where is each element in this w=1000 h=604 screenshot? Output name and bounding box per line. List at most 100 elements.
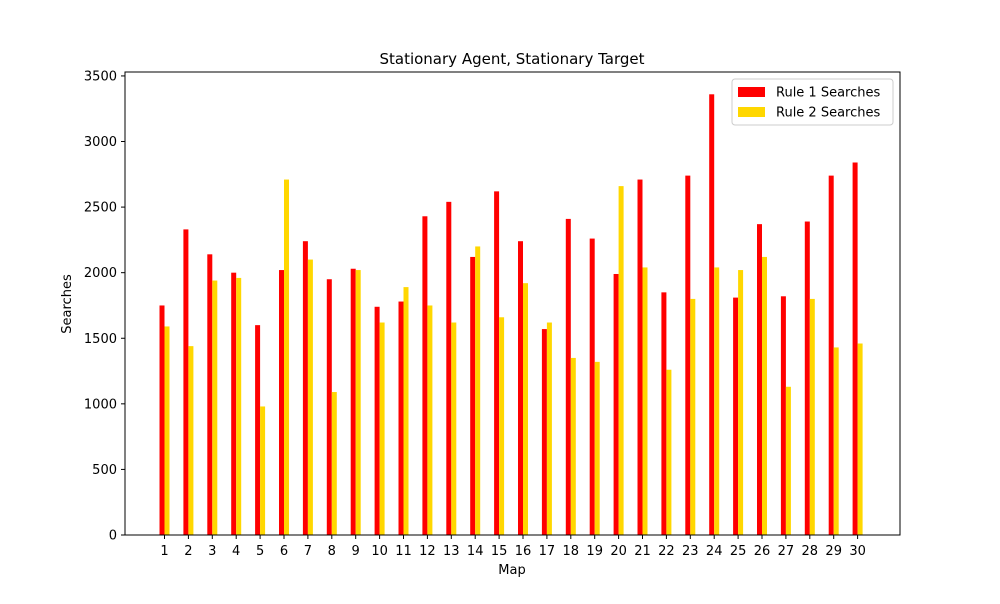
bar-series1-map-2 — [183, 229, 189, 535]
y-tick-label: 0 — [109, 529, 117, 544]
bar-series2-map-8 — [331, 392, 337, 535]
bar-series2-map-14 — [475, 246, 481, 535]
bar-series1-map-27 — [780, 296, 786, 535]
bar-series2-map-7 — [307, 259, 313, 535]
bar-series2-map-10 — [379, 322, 385, 535]
bar-series1-map-29 — [828, 175, 834, 536]
bar-series1-map-15 — [494, 191, 500, 535]
bar-series1-map-14 — [470, 256, 476, 535]
x-tick-label: 11 — [395, 544, 412, 559]
bar-series1-map-23 — [685, 175, 691, 536]
y-axis-label: Searches — [60, 274, 75, 334]
x-tick-label: 16 — [515, 544, 532, 559]
bar-series2-map-11 — [403, 287, 409, 535]
bar-series2-map-1 — [164, 326, 170, 535]
bar-series2-map-22 — [666, 369, 672, 535]
x-tick-label: 13 — [443, 544, 460, 559]
bar-series1-map-25 — [733, 297, 739, 535]
bar-series2-map-28 — [809, 298, 815, 535]
x-tick-label: 7 — [304, 544, 312, 559]
bar-series2-map-26 — [762, 256, 767, 535]
bar-series1-map-5 — [255, 325, 261, 535]
plot-frame — [124, 71, 901, 536]
bar-series2-map-29 — [833, 347, 839, 535]
bar-series1-map-8 — [326, 279, 332, 535]
bar-series1-map-9 — [350, 268, 356, 535]
x-tick-label: 9 — [352, 544, 360, 559]
y-tick-label: 1500 — [84, 332, 117, 347]
bar-series1-map-22 — [661, 292, 667, 535]
bar-series2-map-2 — [188, 346, 194, 535]
x-tick-label: 3 — [208, 544, 216, 559]
x-tick-label: 12 — [419, 544, 436, 559]
legend-box — [731, 78, 894, 126]
bar-series2-map-25 — [738, 270, 744, 535]
x-axis-label: Map — [498, 563, 525, 578]
bar-series1-map-17 — [541, 329, 547, 535]
x-tick-label: 10 — [371, 544, 388, 559]
bar-series2-map-12 — [427, 305, 433, 535]
x-tick-label: 25 — [730, 544, 747, 559]
x-tick-label: 8 — [328, 544, 336, 559]
x-tick-label: 26 — [754, 544, 771, 559]
y-tick-label: 3500 — [84, 69, 117, 84]
bar-series2-map-21 — [642, 267, 648, 535]
bar-series2-map-4 — [236, 277, 242, 535]
bar-series2-map-24 — [714, 267, 720, 535]
x-tick-label: 27 — [778, 544, 795, 559]
chart-title: Stationary Agent, Stationary Target — [379, 50, 644, 68]
bar-series2-map-5 — [260, 406, 266, 535]
x-tick-label: 19 — [586, 544, 603, 559]
x-tick-label: 28 — [802, 544, 819, 559]
bar-series1-map-4 — [231, 272, 237, 535]
bar-series1-map-12 — [422, 216, 428, 535]
bar-series2-map-19 — [594, 361, 600, 535]
x-tick-label: 4 — [232, 544, 240, 559]
x-tick-label: 21 — [634, 544, 651, 559]
bar-series2-map-13 — [451, 322, 457, 535]
bar-series2-map-15 — [499, 317, 505, 535]
bar-series1-map-21 — [637, 179, 643, 535]
x-tick-label: 6 — [280, 544, 288, 559]
bar-series1-map-7 — [302, 241, 308, 535]
x-tick-label: 22 — [658, 544, 675, 559]
legend: Rule 1 Searches Rule 2 Searches — [731, 78, 894, 126]
x-tick-label: 1 — [160, 544, 168, 559]
x-tick-label: 2 — [184, 544, 192, 559]
bar-series2-map-20 — [618, 186, 624, 536]
bar-series1-map-11 — [398, 301, 404, 535]
legend-swatch-series2 — [738, 107, 765, 117]
bar-series2-map-16 — [523, 283, 528, 535]
y-tick-label: 2000 — [84, 266, 117, 281]
bars-group — [159, 94, 863, 536]
x-tick-label: 23 — [682, 544, 699, 559]
bar-series1-map-10 — [374, 306, 380, 535]
legend-label-series2: Rule 2 Searches — [776, 106, 880, 121]
bar-series1-map-20 — [613, 273, 619, 535]
x-tick-label: 17 — [539, 544, 556, 559]
y-tick-label: 1000 — [84, 397, 117, 412]
bar-series1-map-30 — [852, 162, 858, 536]
bar-series1-map-13 — [446, 201, 452, 535]
bar-series1-map-3 — [207, 254, 213, 535]
x-tick-label: 18 — [563, 544, 580, 559]
x-tick-label: 24 — [706, 544, 723, 559]
y-tick-label: 500 — [92, 463, 117, 478]
bar-series1-map-1 — [159, 305, 165, 535]
bar-series2-map-27 — [785, 386, 791, 535]
bar-series2-map-9 — [355, 270, 361, 535]
bar-series1-map-16 — [518, 241, 523, 535]
x-tick-label: 14 — [467, 544, 484, 559]
y-tick-label: 3000 — [84, 135, 117, 150]
bar-series2-map-23 — [690, 298, 696, 535]
x-tick-label: 30 — [849, 544, 866, 559]
x-tick-label: 20 — [610, 544, 627, 559]
legend-swatch-series1 — [738, 87, 765, 97]
bar-series1-map-18 — [565, 218, 571, 535]
legend-label-series1: Rule 1 Searches — [776, 86, 880, 101]
bar-series1-map-28 — [804, 221, 810, 535]
bar-series2-map-30 — [857, 343, 863, 535]
bar-series2-map-17 — [546, 322, 552, 535]
